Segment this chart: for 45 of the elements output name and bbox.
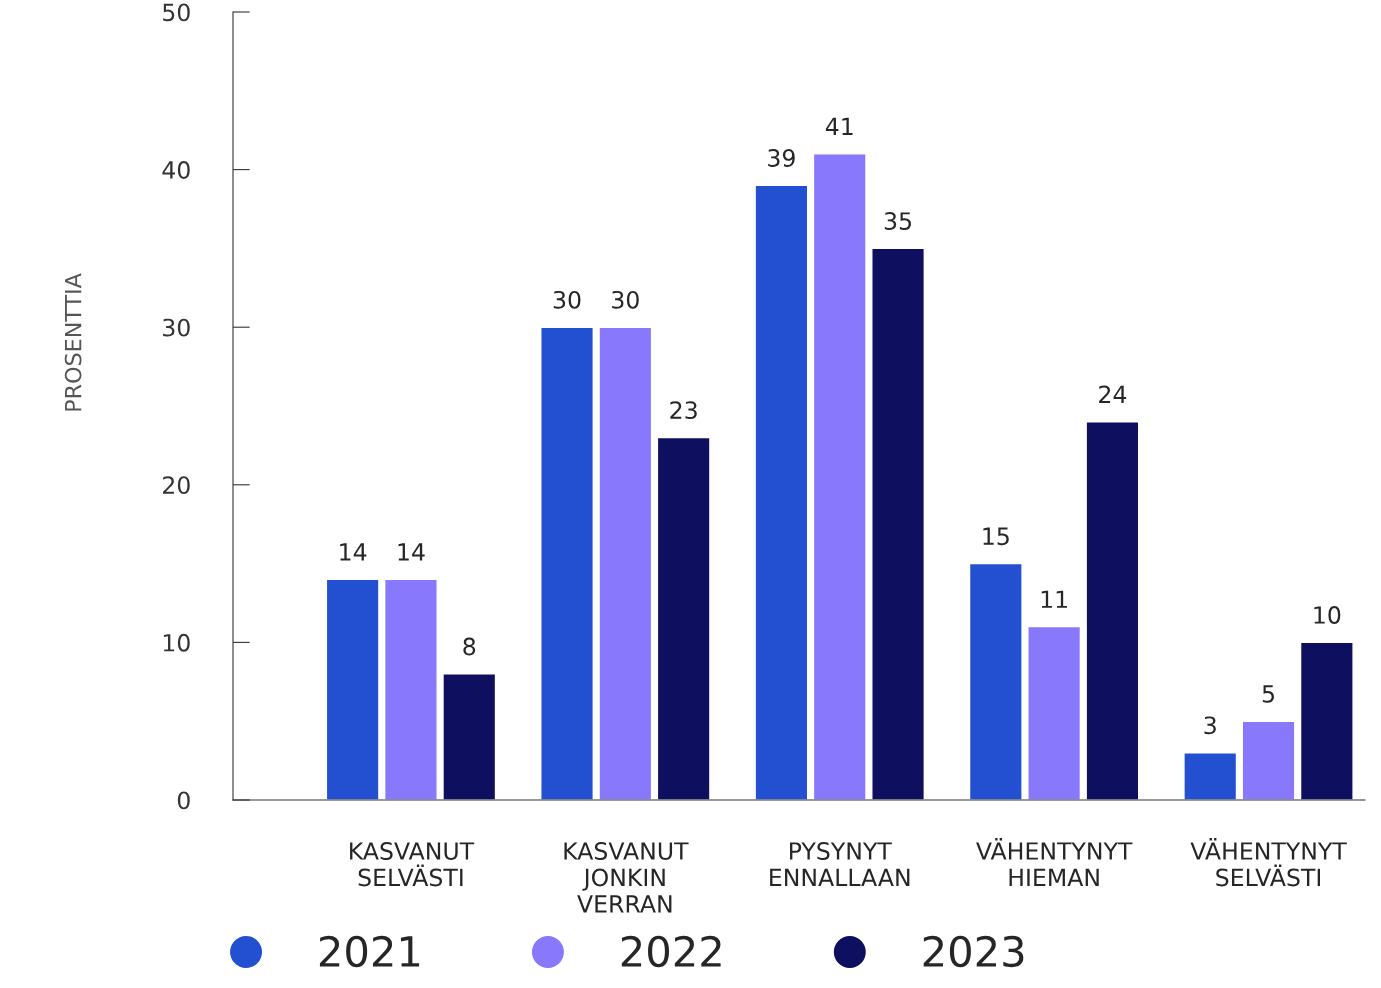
x-tick-label: PYSYNYT ENNALLAAN: [770, 842, 910, 887]
x-tick-label: VÄHENTYNYT SELVÄSTI: [1190, 838, 1347, 887]
data-label: 14: [340, 543, 367, 561]
data-label: 41: [825, 117, 853, 136]
bar: [598, 326, 653, 800]
data-label: 11: [1041, 590, 1067, 608]
x-tick-label: KASVANUT SELVÄSTI: [350, 842, 475, 887]
data-label: 8: [463, 637, 476, 656]
bar: [871, 247, 926, 800]
bar: [1027, 625, 1082, 800]
x-tick-label: VÄHENTYNYT HIEMAN: [976, 838, 1133, 887]
bar: [540, 326, 594, 800]
bar: [1085, 421, 1140, 800]
y-tick-label: 0: [177, 791, 190, 810]
bar: [325, 578, 380, 800]
bar: [442, 673, 497, 800]
legend-label: 2021: [319, 935, 420, 968]
data-label: 30: [553, 290, 581, 309]
bar: [383, 578, 438, 800]
bar: [1183, 752, 1238, 800]
data-label: 24: [1099, 385, 1127, 403]
bar: [968, 562, 1023, 800]
legend-label: 2023: [923, 935, 1024, 968]
legend-label: 2022: [621, 935, 721, 968]
bar: [1241, 720, 1296, 800]
y-tick-label: 40: [162, 161, 190, 179]
bar: [812, 153, 867, 800]
data-label: 14: [398, 543, 425, 561]
data-label: 35: [884, 212, 912, 230]
data-label: 30: [612, 290, 639, 309]
data-label: 3: [1204, 716, 1216, 735]
bar: [754, 184, 809, 800]
data-label: 5: [1262, 685, 1274, 703]
data-label: 39: [768, 149, 795, 167]
y-tick-label: 50: [163, 3, 190, 22]
data-label: 10: [1314, 606, 1341, 624]
bar: [656, 436, 711, 800]
data-label: 23: [670, 401, 697, 420]
y-axis-title: PROSENTTIA: [64, 273, 82, 411]
y-tick-label: 20: [163, 476, 190, 495]
bar: [1299, 641, 1354, 800]
data-label: 15: [983, 527, 1009, 546]
y-tick-label: 10: [163, 633, 190, 652]
x-tick-label: KASVANUT JONKIN VERRAN: [564, 842, 689, 913]
y-tick-label: 30: [163, 318, 190, 337]
